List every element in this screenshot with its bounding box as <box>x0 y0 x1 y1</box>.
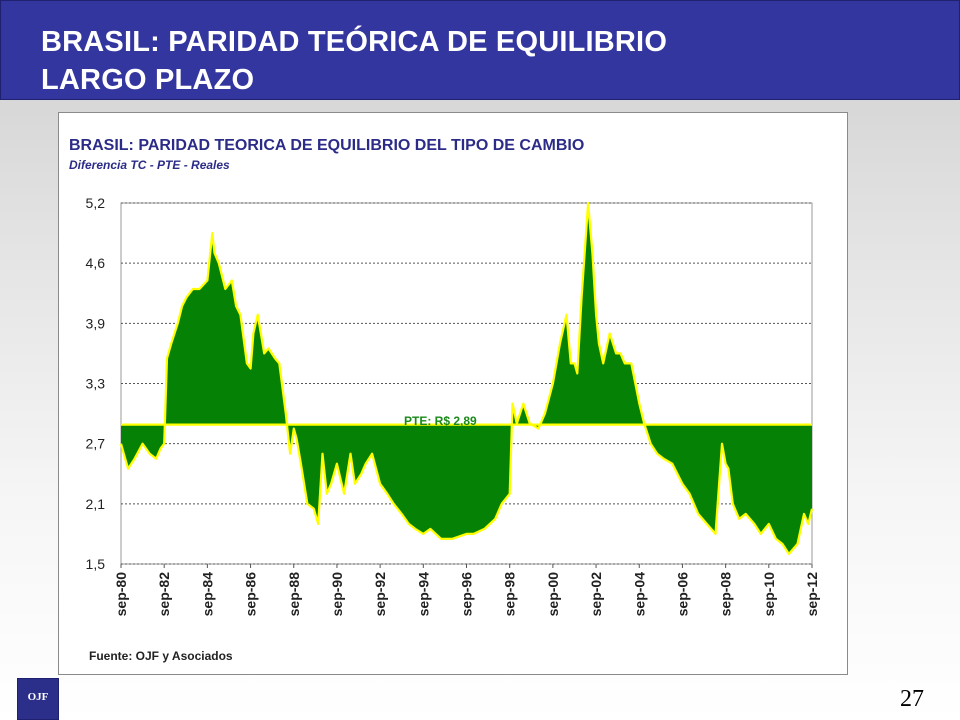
x-tick-label: sep-88 <box>286 572 302 617</box>
y-tick-label: 4,6 <box>86 255 106 271</box>
x-tick-label: sep-04 <box>631 572 647 617</box>
y-tick-label: 1,5 <box>86 556 106 572</box>
chart-frame: BRASIL: PARIDAD TEORICA DE EQUILIBRIO DE… <box>58 112 848 675</box>
x-tick-label: sep-80 <box>113 572 129 617</box>
slide-title-line-1: BRASIL: PARIDAD TEÓRICA DE EQUILIBRIO <box>41 26 668 58</box>
x-tick-label: sep-96 <box>459 572 475 617</box>
y-tick-label: 2,7 <box>86 436 106 452</box>
x-tick-label: sep-02 <box>588 572 604 617</box>
series-area <box>121 203 812 554</box>
axis-layer: 5,2 4,6 3,9 3,3 2,7 2,1 1,5 sep-80 sep-82 sep-84 s… <box>86 195 820 616</box>
series-line <box>119 201 814 556</box>
baseline-label: PTE: R$ 2,89 <box>404 414 477 428</box>
x-tick-label: sep-98 <box>502 572 518 617</box>
x-tick-label: sep-84 <box>199 572 215 617</box>
x-tick-label: sep-92 <box>372 572 388 617</box>
x-tick-label: sep-94 <box>415 572 431 617</box>
area-layer <box>119 201 814 556</box>
x-tick-label: sep-12 <box>804 572 820 617</box>
x-tick-label: sep-10 <box>761 572 777 617</box>
chart-title: BRASIL: PARIDAD TEORICA DE EQUILIBRIO DE… <box>69 137 584 154</box>
x-tick-label: sep-86 <box>243 572 259 617</box>
x-tick-label: sep-00 <box>545 572 561 617</box>
y-tick-label: 3,3 <box>86 376 106 392</box>
slide-header: BRASIL: PARIDAD TEÓRICA DE EQUILIBRIO LA… <box>0 0 960 100</box>
chart-source: Fuente: OJF y Asociados <box>89 649 233 663</box>
x-tick-label: sep-82 <box>156 572 172 617</box>
y-tick-label: 5,2 <box>86 195 106 211</box>
chart-svg: BRASIL: PARIDAD TEORICA DE EQUILIBRIO DE… <box>69 137 820 663</box>
page-number: 27 <box>900 686 924 712</box>
slide-title: BRASIL: PARIDAD TEÓRICA DE EQUILIBRIO LA… <box>41 23 667 99</box>
x-tick-label: sep-08 <box>718 572 734 617</box>
chart-subtitle: Diferencia TC - PTE - Reales <box>69 158 230 172</box>
y-tick-label: 3,9 <box>86 315 106 331</box>
x-tick-label: sep-06 <box>674 572 690 617</box>
ojf-logo: OJF <box>17 678 59 720</box>
x-tick-label: sep-90 <box>329 572 345 617</box>
slide-title-line-2: LARGO PLAZO <box>41 64 255 96</box>
logo-text: OJF <box>27 691 49 703</box>
y-tick-label: 2,1 <box>86 496 106 512</box>
